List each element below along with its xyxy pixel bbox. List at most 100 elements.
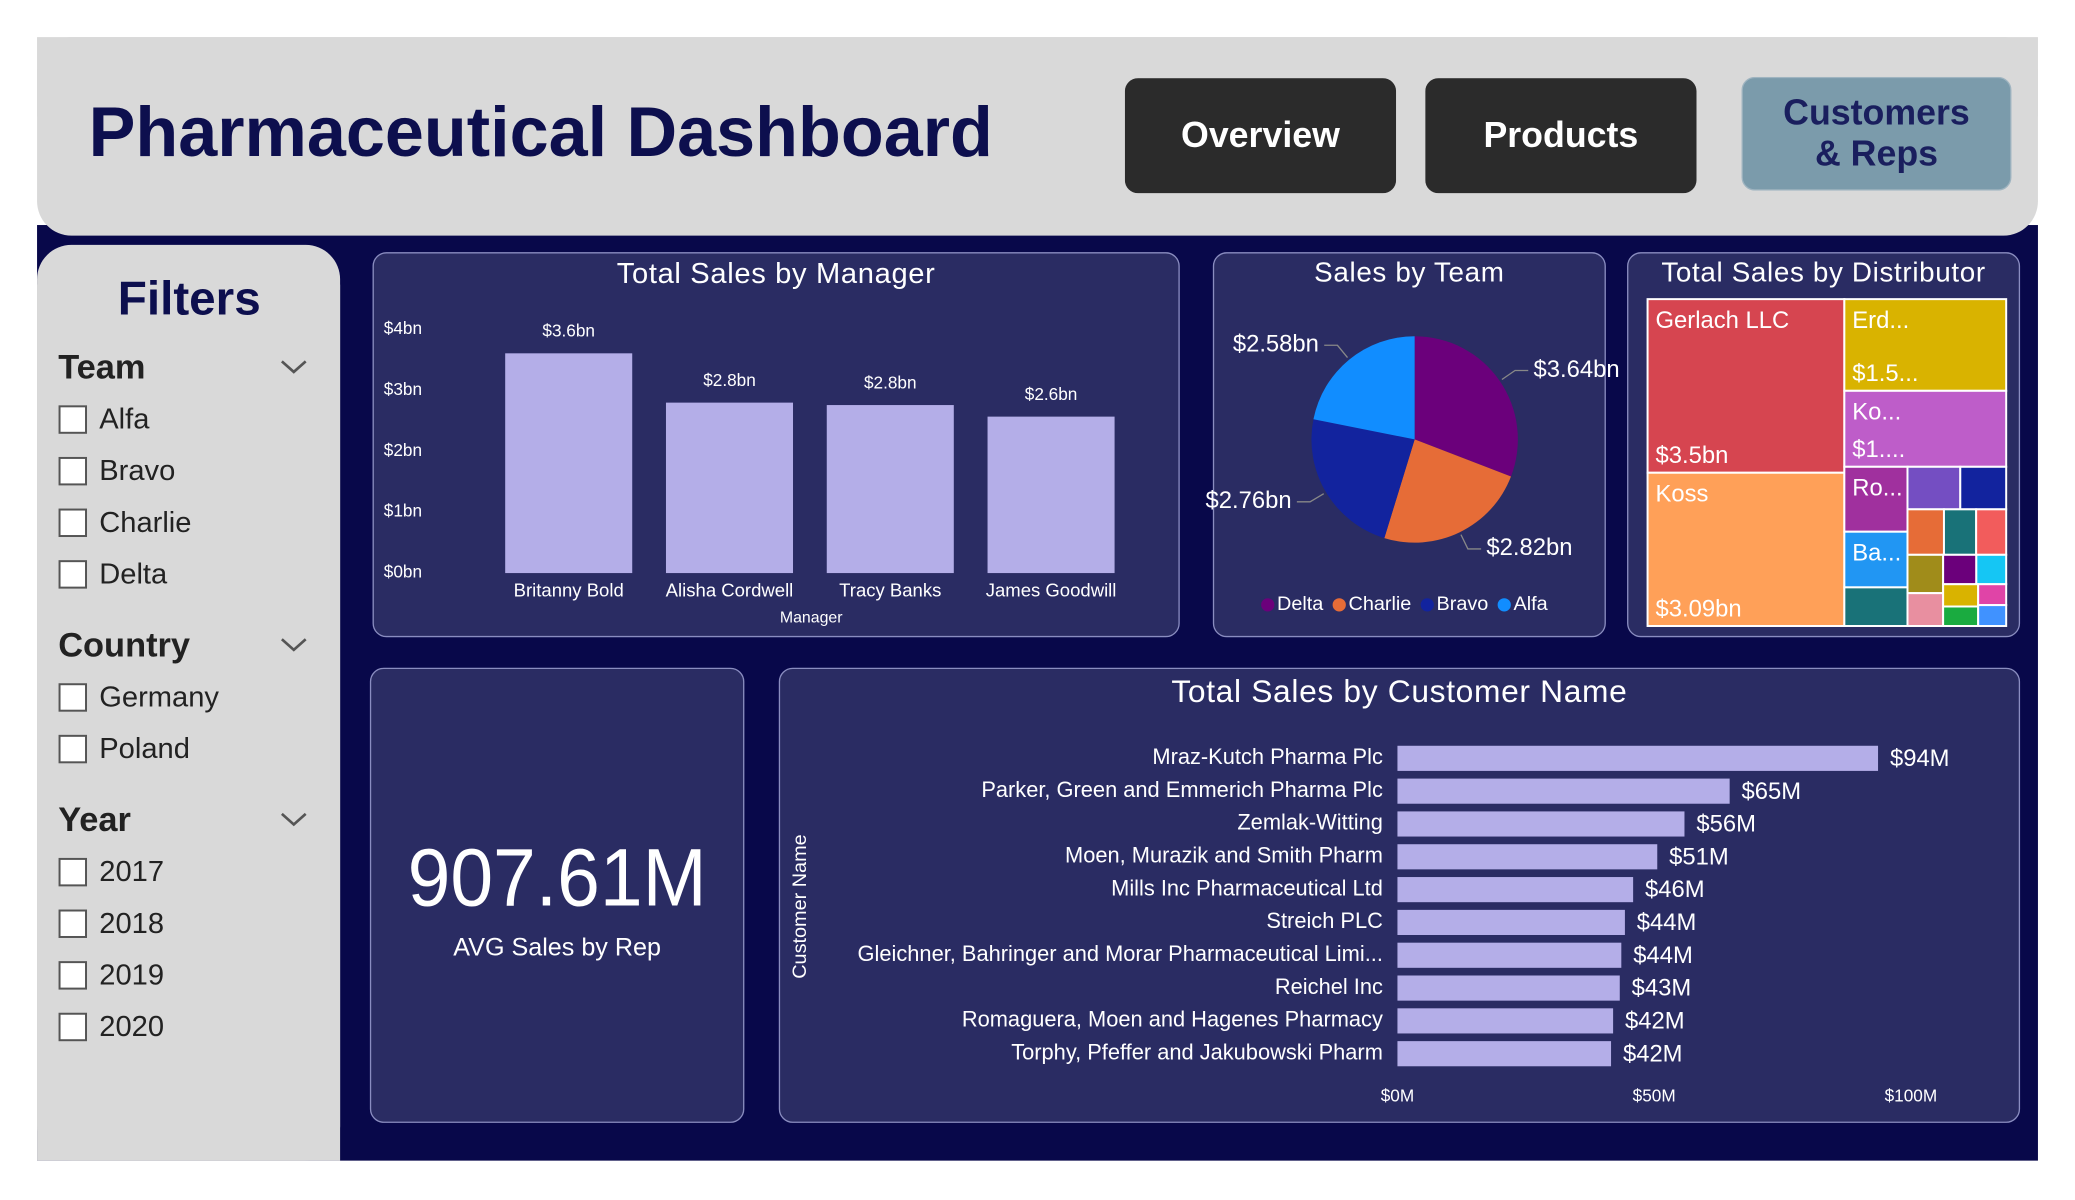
y-tick-label: Reichel Inc — [1275, 974, 1383, 999]
leader-line — [1460, 534, 1482, 550]
bar — [1397, 1041, 1612, 1067]
y-tick-label: $2bn — [384, 440, 422, 460]
data-label: $2.76bn — [1205, 487, 1291, 514]
y-tick-label: Mills Inc Pharmaceutical Ltd — [1111, 875, 1383, 900]
bar — [1397, 745, 1879, 771]
filter-option: Poland — [99, 733, 190, 765]
bar — [987, 416, 1115, 574]
nav-button[interactable]: Products — [1425, 78, 1697, 194]
pie-slice — [1384, 439, 1511, 543]
treemap-cell — [1906, 553, 1945, 595]
data-label: $2.8bn — [703, 370, 756, 390]
x-tick-label: James Goodwill — [986, 579, 1117, 600]
filter-option: 2019 — [99, 959, 164, 991]
bar — [1397, 909, 1625, 936]
treemap-value: $1.... — [1852, 436, 1905, 463]
treemap-cell — [1843, 298, 2008, 392]
chart-title: Total Sales by Distributor — [1661, 256, 1985, 287]
treemap-cell — [1906, 508, 1945, 556]
bar — [665, 402, 794, 574]
treemap-cell — [1843, 389, 2008, 468]
nav-products[interactable]: Products — [1425, 78, 1697, 194]
x-tick-label: Alisha Cordwell — [666, 579, 794, 600]
treemap-label: Ko... — [1852, 399, 1901, 426]
treemap-cell — [1843, 586, 1909, 627]
filter-checkbox[interactable] — [58, 508, 88, 538]
y-tick-label: $4bn — [384, 318, 422, 338]
data-label: $2.82bn — [1486, 534, 1572, 561]
data-label: $42M — [1625, 1008, 1685, 1035]
bar — [1397, 844, 1658, 870]
legend-label: Delta — [1277, 593, 1324, 615]
treemap-cell — [1646, 471, 1846, 627]
bar — [1397, 975, 1620, 1001]
filter-option: 2017 — [99, 856, 164, 888]
data-label: $3.64bn — [1534, 356, 1620, 383]
header-background-top — [37, 37, 2038, 117]
data-label: $56M — [1696, 811, 1756, 838]
filter-checkbox[interactable] — [58, 961, 88, 990]
filter-chevron — [280, 812, 307, 827]
treemap-cell — [1942, 508, 1978, 556]
treemap-value: $3.5bn — [1656, 442, 1729, 469]
treemap-cell — [1906, 465, 1962, 511]
filter-checkbox[interactable] — [58, 683, 88, 712]
filter-chevron — [280, 360, 307, 374]
kpi-label: AVG Sales by Rep — [453, 934, 661, 962]
data-label: $44M — [1637, 909, 1697, 936]
y-tick-label: Parker, Green and Emmerich Pharma Plc — [981, 777, 1383, 802]
filter-checkbox[interactable] — [58, 456, 88, 486]
nav-button[interactable]: Overview — [1124, 78, 1397, 194]
chart-title: Total Sales by Manager — [617, 258, 936, 290]
bar — [1397, 877, 1634, 903]
treemap-label: Koss — [1656, 481, 1709, 508]
leader-line — [1501, 369, 1529, 381]
x-tick-label: Britanny Bold — [514, 579, 624, 600]
treemap-cell — [1975, 508, 2008, 556]
y-tick-label: Moen, Murazik and Smith Pharm — [1065, 843, 1383, 868]
filter-checkbox[interactable] — [58, 560, 88, 589]
filter-checkbox[interactable] — [58, 1012, 88, 1042]
data-label: $65M — [1742, 778, 1802, 805]
bar — [1397, 942, 1622, 968]
filter-checkbox[interactable] — [58, 734, 88, 764]
legend-swatch — [1497, 598, 1511, 612]
x-axis-label: Manager — [780, 609, 843, 626]
treemap-cell — [1975, 553, 2008, 586]
filter-group-name: Team — [58, 348, 145, 386]
y-axis-label: Customer Name — [789, 834, 811, 978]
nav-customers[interactable]: Customers & Reps — [1741, 76, 2012, 191]
filter-checkbox[interactable] — [58, 909, 88, 938]
nav-button[interactable]: Customers & Reps — [1741, 76, 2012, 191]
filter-checkbox[interactable] — [58, 857, 88, 887]
legend-swatch — [1261, 598, 1275, 612]
data-label: $3.6bn — [542, 321, 595, 341]
treemap-cell — [1646, 298, 1846, 474]
data-label: $2.6bn — [1025, 384, 1078, 404]
treemap-cell — [1977, 604, 2008, 627]
filters-title: Filters — [118, 272, 261, 325]
nav-overview[interactable]: Overview — [1124, 78, 1397, 194]
filter-chevron — [280, 638, 307, 652]
x-tick-label: $0M — [1381, 1086, 1414, 1106]
dashboard-title: Pharmaceutical Dashboard — [89, 93, 993, 171]
y-tick-label: Romaguera, Moen and Hagenes Pharmacy — [962, 1007, 1383, 1032]
kpi-card — [369, 667, 745, 1123]
filter-option: Charlie — [99, 507, 191, 539]
treemap-cell — [1906, 592, 1945, 627]
filter-checkbox[interactable] — [58, 405, 88, 434]
filter-option: Alfa — [99, 404, 150, 436]
data-label: $42M — [1623, 1040, 1683, 1067]
y-tick-label: Mraz-Kutch Pharma Plc — [1152, 744, 1383, 769]
data-label: $43M — [1632, 975, 1692, 1002]
leader-line — [1296, 493, 1325, 503]
treemap-cell — [1942, 583, 1980, 608]
treemap-cell — [1942, 605, 1980, 627]
treemap-label: Ba... — [1852, 540, 1901, 567]
treemap-label: Ro... — [1852, 475, 1902, 502]
pie-slice — [1311, 419, 1415, 539]
legend-label: Bravo — [1437, 593, 1489, 615]
bar — [505, 353, 633, 574]
